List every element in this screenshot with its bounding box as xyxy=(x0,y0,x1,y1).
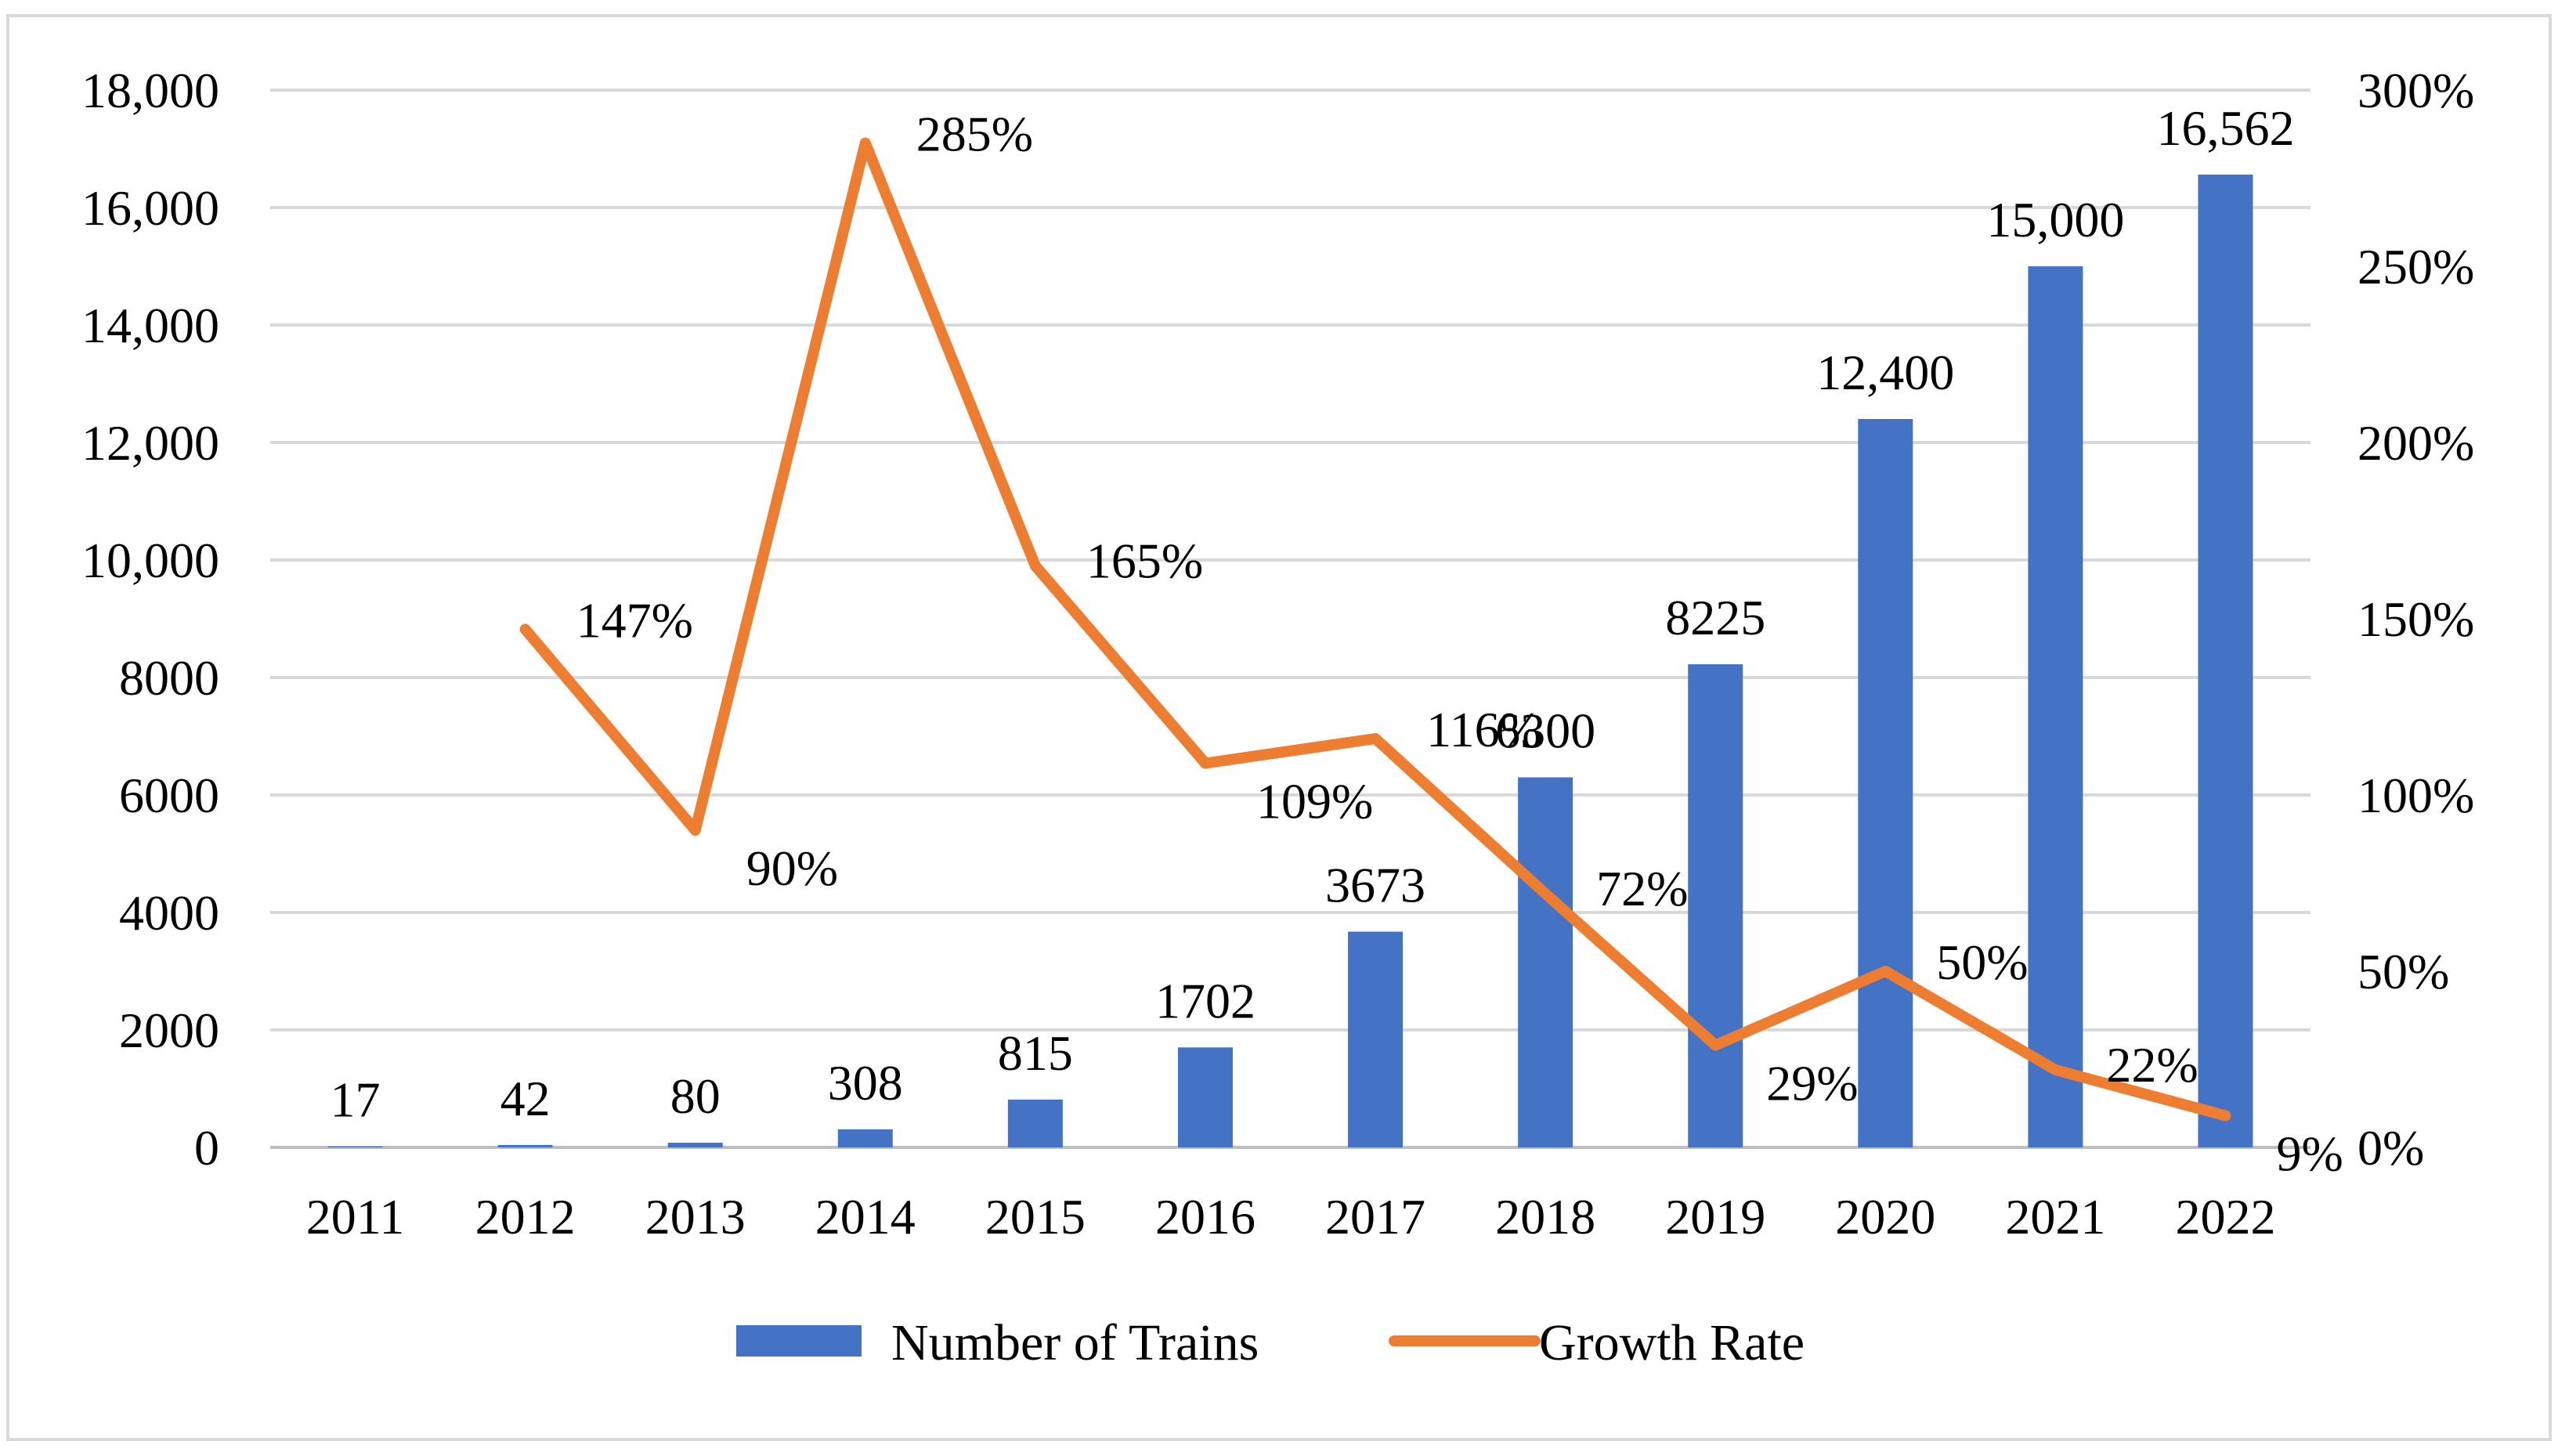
bar xyxy=(1008,1100,1063,1147)
bar xyxy=(1858,419,1913,1147)
bar xyxy=(1688,664,1743,1147)
y-left-tick-label: 18,000 xyxy=(81,63,219,118)
y-right-tick-label: 50% xyxy=(2357,944,2449,999)
y-left-tick-label: 4000 xyxy=(119,885,219,941)
x-tick-label: 2015 xyxy=(985,1189,1086,1245)
bar-data-label: 16,562 xyxy=(2156,100,2294,156)
bar xyxy=(668,1143,723,1147)
bar xyxy=(1348,932,1403,1147)
y-right-tick-label: 250% xyxy=(2357,239,2474,294)
y-left-tick-label: 16,000 xyxy=(81,180,219,236)
y-right-tick-label: 200% xyxy=(2357,415,2474,471)
bar xyxy=(2198,175,2253,1147)
line-data-label: 109% xyxy=(1256,774,1373,829)
bar-data-label: 12,400 xyxy=(1816,345,1954,400)
legend-label-bars: Number of Trains xyxy=(891,1314,1259,1371)
x-tick-label: 2011 xyxy=(306,1189,405,1245)
line-data-label: 9% xyxy=(2276,1126,2343,1182)
y-right-tick-label: 150% xyxy=(2357,591,2474,647)
bar-data-label: 80 xyxy=(670,1068,721,1124)
line-data-label: 29% xyxy=(1766,1056,1858,1111)
y-left-tick-label: 14,000 xyxy=(81,298,219,353)
x-tick-label: 2017 xyxy=(1325,1189,1425,1245)
line-data-label: 50% xyxy=(1936,934,2028,990)
bar-data-label: 17 xyxy=(331,1072,381,1128)
line-data-label: 285% xyxy=(916,107,1033,162)
y-left-tick-label: 8000 xyxy=(119,650,219,706)
bar xyxy=(498,1145,553,1147)
bar-data-label: 42 xyxy=(500,1071,551,1126)
x-tick-label: 2020 xyxy=(1835,1189,1935,1245)
line-data-label: 90% xyxy=(746,840,838,896)
y-right-tick-label: 0% xyxy=(2357,1120,2424,1176)
line-data-label: 147% xyxy=(576,593,693,649)
bar-data-label: 8225 xyxy=(1665,590,1765,645)
bar xyxy=(1178,1047,1233,1147)
bar xyxy=(838,1129,893,1147)
legend-label-line: Growth Rate xyxy=(1539,1314,1805,1371)
y-right-tick-label: 300% xyxy=(2357,63,2474,118)
line-data-label: 22% xyxy=(2106,1037,2198,1093)
x-tick-label: 2013 xyxy=(645,1189,746,1245)
bar xyxy=(1518,778,1573,1148)
line-data-label: 165% xyxy=(1086,533,1203,589)
bar xyxy=(2028,266,2083,1147)
bar-data-label: 308 xyxy=(828,1055,903,1111)
y-left-tick-label: 12,000 xyxy=(81,415,219,471)
y-left-tick-label: 2000 xyxy=(119,1003,219,1058)
line-data-label: 72% xyxy=(1596,861,1688,916)
x-tick-label: 2014 xyxy=(815,1189,916,1245)
x-tick-label: 2021 xyxy=(2005,1189,2105,1245)
legend-swatch-bars xyxy=(736,1325,862,1357)
x-tick-label: 2022 xyxy=(2175,1189,2275,1245)
y-right-tick-label: 100% xyxy=(2357,768,2474,823)
bar-data-label: 3673 xyxy=(1325,858,1425,913)
x-tick-label: 2019 xyxy=(1665,1189,1765,1245)
line-data-label: 116% xyxy=(1426,702,1541,757)
x-tick-label: 2018 xyxy=(1495,1189,1595,1245)
x-tick-label: 2016 xyxy=(1155,1189,1256,1245)
y-left-tick-label: 10,000 xyxy=(81,533,219,588)
y-left-tick-label: 6000 xyxy=(119,768,219,823)
bar-data-label: 815 xyxy=(998,1025,1073,1081)
y-left-tick-label: 0 xyxy=(194,1120,219,1176)
bar-data-label: 15,000 xyxy=(1986,192,2124,247)
x-tick-label: 2012 xyxy=(475,1189,576,1245)
bar-data-label: 1702 xyxy=(1155,973,1256,1028)
